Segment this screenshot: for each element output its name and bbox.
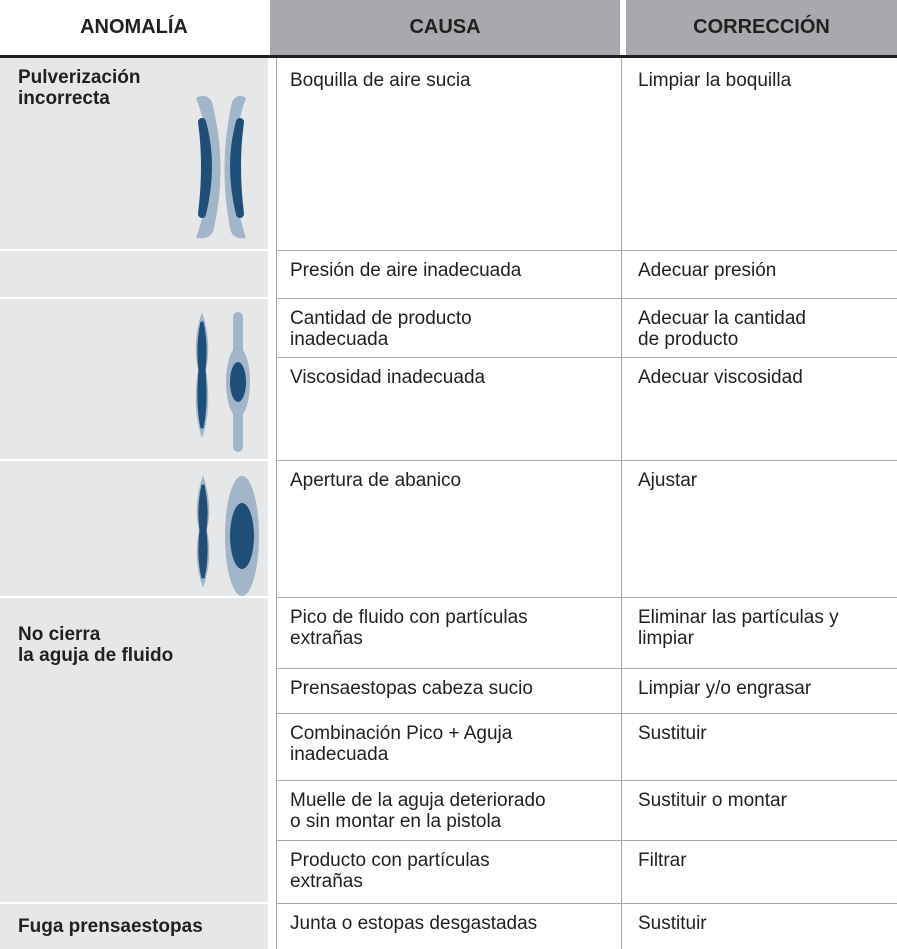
row-rule xyxy=(277,460,897,461)
row-rule xyxy=(277,597,897,598)
anomaly: No cierra la aguja de fluido xyxy=(18,624,174,666)
row-rule xyxy=(277,780,897,781)
cause: Viscosidad inadecuada xyxy=(290,367,486,388)
anomaly-rule xyxy=(0,297,268,299)
row-rule xyxy=(277,298,897,299)
row-rule xyxy=(277,668,897,669)
anomaly: Pulverización incorrecta xyxy=(18,67,141,109)
cause: Muelle de la aguja deteriorado o sin mon… xyxy=(290,790,546,832)
cause: Presión de aire inadecuada xyxy=(290,260,522,281)
correction: Ajustar xyxy=(638,470,698,491)
header-cell: ANOMALÍA xyxy=(80,16,188,38)
correction: Limpiar la boquilla xyxy=(638,70,792,91)
row-rule xyxy=(277,713,897,714)
anomaly: Fuga prensaestopas xyxy=(18,916,203,937)
cause: Prensaestopas cabeza sucio xyxy=(290,678,533,699)
anomaly-rule xyxy=(0,249,268,251)
correction: Adecuar viscosidad xyxy=(638,367,803,388)
header-bg xyxy=(270,0,620,55)
cause: Combinación Pico + Aguja inadecuada xyxy=(290,723,513,765)
correction: Sustituir o montar xyxy=(638,790,787,811)
correction: Sustituir xyxy=(638,913,707,934)
cause: Pico de fluido con partículas extrañas xyxy=(290,607,528,649)
row-rule xyxy=(277,840,897,841)
cause: Apertura de abanico xyxy=(290,470,462,491)
correction: Eliminar las partículas y limpiar xyxy=(638,607,839,649)
cause: Cantidad de producto inadecuada xyxy=(290,308,472,350)
header-cell: CAUSA xyxy=(409,16,481,38)
header-rule xyxy=(0,55,897,58)
anomaly-rule xyxy=(0,902,268,904)
row-rule xyxy=(277,903,897,904)
header-cell: CORRECCIÓN xyxy=(693,16,830,38)
anomaly-rule xyxy=(0,459,268,461)
column-rule xyxy=(621,58,622,949)
correction: Sustituir xyxy=(638,723,707,744)
correction: Adecuar la cantidad de producto xyxy=(638,308,806,350)
column-rule xyxy=(276,58,277,949)
header-bg xyxy=(626,0,897,55)
anomaly-column-bg xyxy=(0,57,268,949)
row-rule xyxy=(277,250,897,251)
cause: Boquilla de aire sucia xyxy=(290,70,471,91)
correction: Adecuar presión xyxy=(638,260,777,281)
correction: Limpiar y/o engrasar xyxy=(638,678,812,699)
correction: Filtrar xyxy=(638,850,687,871)
cause: Junta o estopas desgastadas xyxy=(290,913,538,934)
anomaly-rule xyxy=(0,596,268,598)
row-rule xyxy=(277,357,897,358)
cause: Producto con partículas extrañas xyxy=(290,850,490,892)
